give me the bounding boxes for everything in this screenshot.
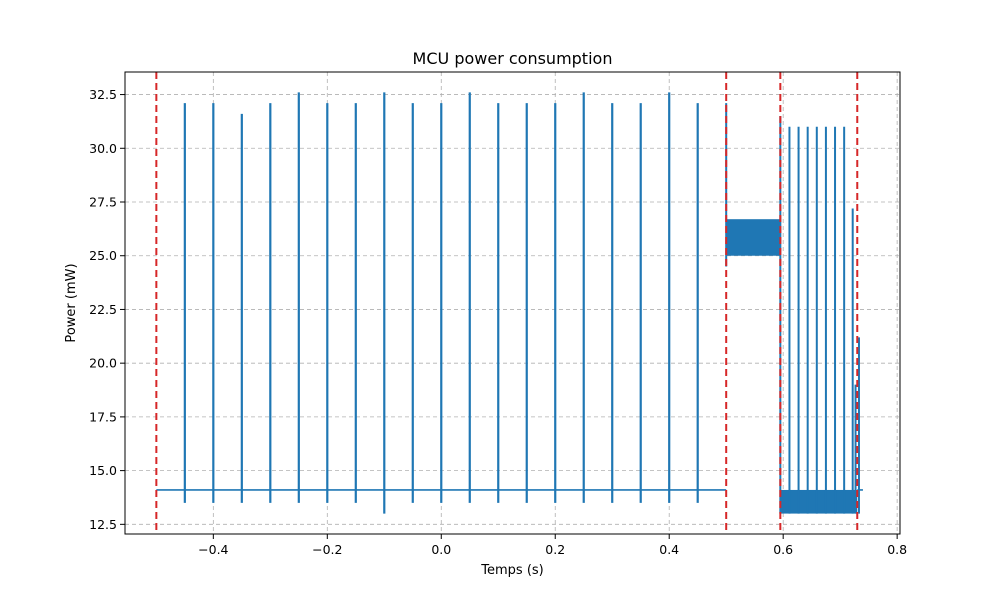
y-tick-label: 12.5 <box>89 517 117 532</box>
y-tick-label: 15.0 <box>89 463 117 478</box>
x-tick-label: 0.2 <box>545 542 565 557</box>
y-axis-ticks: 12.5 15.0 17.5 20.0 22.5 25.0 27.5 30.0 32.5 <box>89 87 125 532</box>
y-axis-label: Power (mW) <box>64 263 79 342</box>
chart-title: MCU power consumption <box>413 49 613 68</box>
y-tick-label: 30.0 <box>89 141 117 156</box>
x-axis-ticks: −0.4 −0.2 0.0 0.2 0.4 0.6 0.8 <box>198 534 907 557</box>
x-tick-label: −0.2 <box>312 542 342 557</box>
block-2-oscillation <box>780 489 858 514</box>
y-tick-label: 20.0 <box>89 356 117 371</box>
y-tick-label: 32.5 <box>89 87 117 102</box>
x-tick-label: 0.8 <box>887 542 907 557</box>
x-tick-label: 0.0 <box>431 542 451 557</box>
vertical-markers <box>155 72 859 534</box>
x-tick-label: −0.4 <box>198 542 228 557</box>
plot-frame <box>124 71 901 535</box>
block-1-oscillation <box>726 219 781 256</box>
y-tick-label: 25.0 <box>89 248 117 263</box>
series-layer <box>156 92 863 514</box>
x-axis-label: Temps (s) <box>480 563 543 578</box>
y-tick-label: 17.5 <box>89 409 117 424</box>
y-tick-label: 27.5 <box>89 195 117 210</box>
x-tick-label: 0.6 <box>773 542 793 557</box>
y-tick-label: 22.5 <box>89 302 117 317</box>
x-tick-label: 0.4 <box>659 542 679 557</box>
